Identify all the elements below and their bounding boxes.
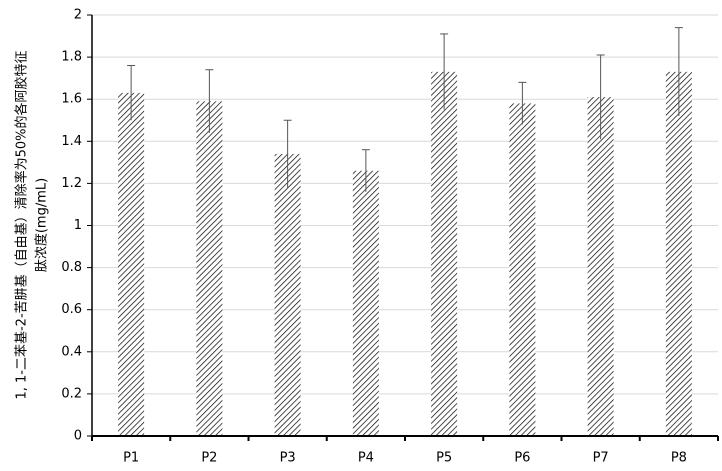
y-tick-label: 0.2 <box>61 386 82 401</box>
x-tick-label: P6 <box>514 451 530 466</box>
chart: 1, 1-二苯基-2-苦肼基（自由基）清除率为50%的各阿胶特征 肽浓度(mg/… <box>0 0 722 471</box>
y-tick-label: 1 <box>74 218 82 233</box>
x-tick-label: P2 <box>201 451 217 466</box>
x-tick-label: P4 <box>358 451 374 466</box>
x-tick-label: P1 <box>123 451 139 466</box>
x-tick-label: P7 <box>593 451 609 466</box>
y-axis-label: 1, 1-二苯基-2-苦肼基（自由基）清除率为50%的各阿胶特征 肽浓度(mg/… <box>14 50 50 399</box>
y-tick-label: 0.4 <box>61 344 82 359</box>
y-axis-label-line: 肽浓度(mg/mL) <box>34 178 50 272</box>
y-tick-label: 1.8 <box>61 50 82 65</box>
y-tick-label: 0.6 <box>61 302 82 317</box>
bar <box>431 72 457 436</box>
y-tick-label: 0.8 <box>61 260 82 275</box>
x-tick-label: P5 <box>436 451 452 466</box>
bar <box>353 171 379 436</box>
bar <box>118 93 144 436</box>
bar <box>666 72 692 436</box>
y-tick-label: 1.6 <box>61 92 82 107</box>
bar <box>275 154 301 436</box>
bar <box>509 103 535 436</box>
y-tick-label: 1.4 <box>61 134 82 149</box>
bar <box>196 101 222 436</box>
y-tick-label: 0 <box>74 429 82 444</box>
y-axis-label-line: 1, 1-二苯基-2-苦肼基（自由基）清除率为50%的各阿胶特征 <box>14 50 30 399</box>
x-tick-label: P3 <box>280 451 296 466</box>
y-tick-label: 1.2 <box>61 176 82 191</box>
x-tick-label: P8 <box>671 451 687 466</box>
bar <box>588 97 614 436</box>
y-tick-label: 2 <box>74 8 82 23</box>
